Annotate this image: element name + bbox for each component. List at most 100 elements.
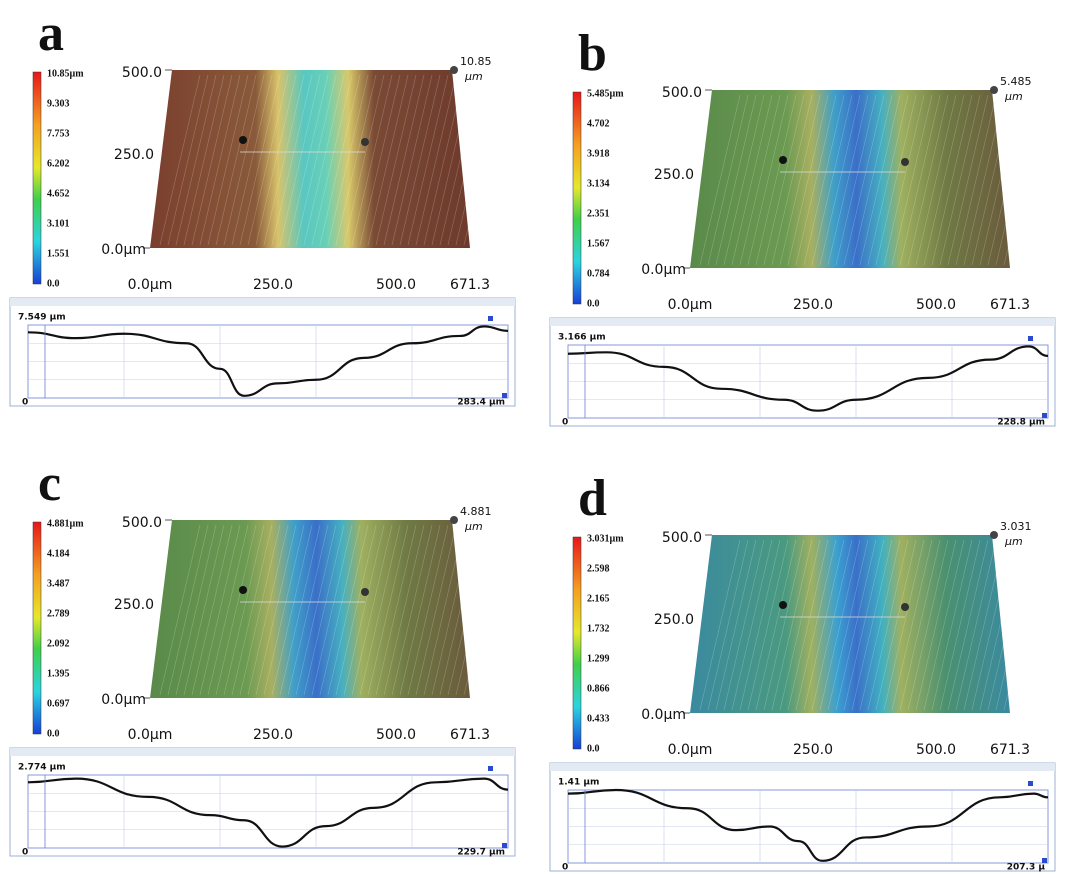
marker [239,136,247,144]
max-marker [990,531,998,539]
marker [901,158,909,166]
scratch [287,74,329,246]
scratch [1011,539,1053,711]
scratch [415,74,457,246]
scratch [875,539,917,711]
colorbar-label: 0.866 [587,683,610,694]
colorbar-label: 0.0 [587,298,600,309]
y-axis-label: 0.0µm [101,242,146,258]
x-axis-label: 0.0µm [668,742,713,758]
scratch [239,74,281,246]
colorbar-label: 2.598 [587,563,610,574]
scratch [851,539,893,711]
y-axis-label: 0.0µm [641,707,686,723]
scratch [407,74,449,246]
scratch [899,539,941,711]
scratch [271,74,313,246]
colorbar-label: 10.85µm [47,68,84,79]
scratch [311,524,353,696]
scratch [963,539,1005,711]
colorbar-label: 3.031µm [587,533,624,544]
scratch [447,524,489,696]
scratch [995,94,1037,266]
scratch [915,94,957,266]
scratch [247,74,289,246]
scratch [439,524,481,696]
y-axis-label: 500.0 [662,85,702,101]
scratch [223,524,265,696]
profile-header [10,748,515,756]
scratch [223,74,265,246]
scratch [931,94,973,266]
scratch [343,74,385,246]
max-value: 4.881 [460,505,492,518]
profile-top-label: 7.549 µm [18,313,66,323]
colorbar-label: 2.789 [47,608,70,619]
x-axis-label: 0.0µm [128,727,173,743]
scratch [771,94,813,266]
scratch [947,94,989,266]
profile-frame [9,297,516,407]
panel: c4.881µm4.1843.4872.7892.0921.3950.6970.… [9,455,516,858]
scratch [399,74,441,246]
scratch [723,539,765,711]
scratch [471,74,513,246]
profile-top-label: 3.166 µm [558,333,606,343]
cursor-handle [488,316,493,321]
scratch [995,539,1037,711]
scratch [239,524,281,696]
scratch [351,524,393,696]
scratch [287,524,329,696]
scratch [699,539,741,711]
panel-label: a [38,5,64,62]
scratch [415,524,457,696]
profile-end-label: 228.8 µm [997,418,1045,428]
max-unit: µm [464,70,483,83]
scratch [707,94,749,266]
profile-curve [567,788,1049,862]
y-axis-label: 500.0 [122,515,162,531]
profile-top-label: 2.774 µm [18,763,66,773]
scratch [699,94,741,266]
x-axis-label: 500.0 [376,277,416,293]
scratch [359,524,401,696]
scratch [471,524,513,696]
scratch [899,94,941,266]
x-axis-label: 500.0 [916,742,956,758]
scratch [883,539,925,711]
profile-curve [27,325,509,397]
x-axis-label: 250.0 [253,727,293,743]
surface [690,90,1010,268]
scratch [755,539,797,711]
y-axis-label: 250.0 [654,167,694,183]
scratch [987,94,1029,266]
scratch [279,74,321,246]
y-axis-label: 250.0 [114,597,154,613]
scratch [367,74,409,246]
colorbar-label: 3.134 [587,178,610,189]
colorbar-label: 0.784 [587,268,610,279]
scratch [1011,94,1053,266]
scratch [731,94,773,266]
scratch [431,74,473,246]
scratch [739,94,781,266]
scratch [971,94,1013,266]
colorbar-label: 0.0 [587,743,600,754]
scratch [715,539,757,711]
scratch [407,524,449,696]
scratch [739,539,781,711]
profile-origin: 0 [562,418,568,428]
scratch [455,74,497,246]
scratch [383,74,425,246]
scratch [987,539,1029,711]
scratch [383,524,425,696]
scratch [263,74,305,246]
scratch [359,74,401,246]
y-axis-label: 250.0 [654,612,694,628]
scratch [303,74,345,246]
scratch [907,94,949,266]
colorbar-label: 1.551 [47,248,70,259]
scratch [303,524,345,696]
scratch [931,539,973,711]
scratch [295,74,337,246]
